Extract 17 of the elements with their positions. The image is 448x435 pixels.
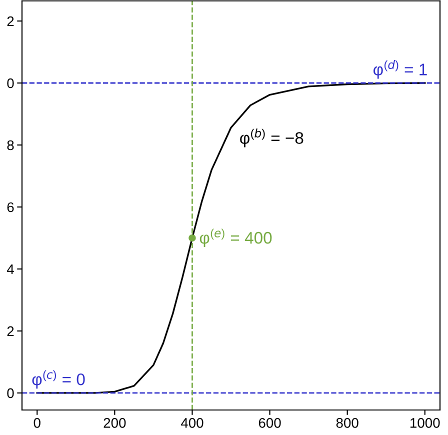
x-tick-label: 0 <box>34 418 40 428</box>
x-tick-label: 1000 <box>410 418 440 428</box>
text: 0 <box>7 388 14 398</box>
text: 6 <box>7 202 14 212</box>
text: 8 <box>7 140 14 150</box>
text: 2 <box>7 16 14 26</box>
x-tick-label: 800 <box>336 418 358 428</box>
text: 2 <box>7 326 14 336</box>
annotation: φ$^{(c)}$ = 0 <box>32 370 85 389</box>
annotation: φ$^{(d)}$ = 1 <box>373 60 427 79</box>
x-tick-label: 400 <box>180 418 204 428</box>
x-tick-label: 600 <box>258 418 281 428</box>
x-tick-label: 200 <box>104 418 126 428</box>
text: 0 <box>7 78 14 88</box>
text: 4 <box>6 264 14 274</box>
annotation: φ$^{(e)}$ = 400 <box>200 228 272 248</box>
annotation: φ$^{(b)}$ = −8 <box>240 128 304 148</box>
